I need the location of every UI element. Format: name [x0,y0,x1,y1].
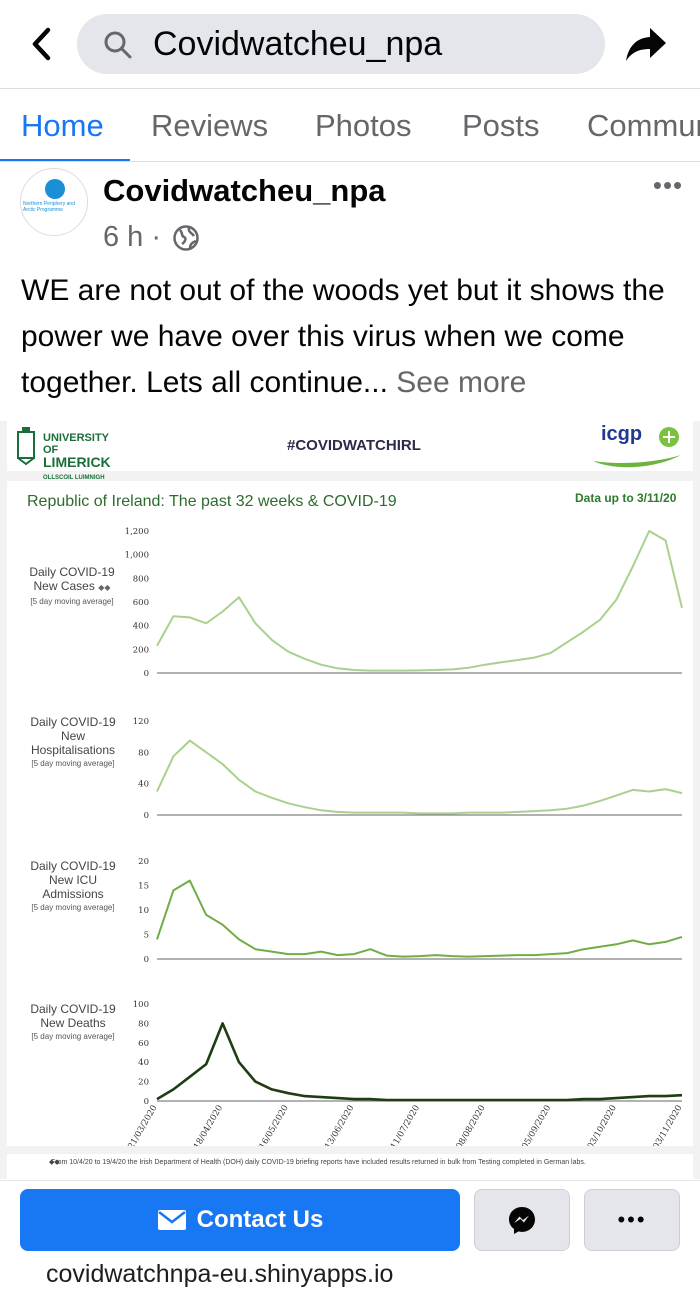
chart-0-series-line [156,530,683,672]
chart-xtick: 11/07/2020 [389,1104,422,1147]
icu-ylabel: Daily COVID-19 New ICU Admissions [5 day… [19,859,127,915]
npa-logo-icon [45,179,65,199]
icgp-swoosh [593,427,681,468]
envelope-icon [157,1210,186,1230]
deaths-ylabel-text: Daily COVID-19 New Deaths [30,1002,116,1030]
chart-2-ytick: 20 [138,857,149,867]
cases-ylabel-note: [5 day moving average] [30,597,114,606]
icgp-logo: icgp [585,421,687,469]
cases-marker: ◆◆ [98,583,111,592]
chart-panel: Republic of Ireland: The past 32 weeks &… [7,481,693,1146]
post-author[interactable]: Covidwatcheu_npa [103,173,386,208]
university-prefix: UNIVERSITY OF [43,432,109,456]
chart-date-note: Data up to 3/11/20 [575,491,677,505]
bottom-action-bar: Contact Us ••• covidwatchnpa-eu.shinyapp… [0,1180,700,1302]
contact-us-button[interactable]: Contact Us [20,1189,460,1251]
chart-0-ytick: 1,000 [125,551,149,561]
chart-xtick: 03/10/2020 [586,1104,619,1147]
cases-ylabel: Daily COVID-19 New Cases ◆◆ [5 day movin… [17,565,127,609]
active-tab-indicator [0,159,130,161]
search-query: Covidwatcheu_npa [153,25,443,63]
post-image[interactable]: UNIVERSITY OF LIMERICK OLLSCOIL LUIMNIGH… [0,421,700,1179]
chart-0-ytick: 0 [144,669,149,679]
messenger-button[interactable] [474,1189,570,1251]
chart-3-series-line [156,1022,683,1102]
chart-0-ytick: 800 [133,574,149,584]
avatar-logo-text: Northern Periphery and Arctic Programme [23,201,75,213]
post-time[interactable]: 6 h · [103,221,162,253]
chart-2-ytick: 0 [144,955,149,965]
chart-3-ytick: 0 [144,1097,149,1107]
chart-1-ytick: 0 [144,811,149,821]
icu-ylabel-note: [5 day moving average] [31,903,115,912]
contact-us-label: Contact Us [196,1206,324,1233]
post-body: WE are not out of the woods yet but it s… [21,274,665,399]
messenger-icon [509,1207,535,1234]
chart-xtick: 08/08/2020 [455,1104,488,1147]
chart-footnote: ◆◆ From 10/4/20 to 19/4/20 the Irish Dep… [7,1154,693,1179]
chart-2-ytick: 10 [138,906,149,916]
search-icon [104,31,132,59]
university-main: LIMERICK [43,454,111,470]
crest-icon [17,427,35,466]
footnote-marker: ◆◆ [49,1159,60,1166]
university-logo: UNIVERSITY OF LIMERICK OLLSCOIL LUIMNIGH [13,424,123,481]
chart-3-ytick: 20 [138,1078,149,1088]
avatar[interactable]: Northern Periphery and Arctic Programme [20,168,88,236]
globe-icon [173,225,199,251]
chart-2-ytick: 5 [144,931,149,941]
chart-xtick: 16/05/2020 [258,1104,291,1147]
chart-3-ytick: 40 [138,1058,149,1068]
chart-3-ytick: 100 [133,1000,149,1010]
tab-posts[interactable]: Posts [462,108,540,143]
hosp-ylabel: Daily COVID-19 New Hospitalisations [5 d… [19,715,127,771]
post-text: WE are not out of the woods yet but it s… [21,268,689,406]
chart-0-ytick: 400 [133,622,149,632]
chart-xtick: 18/04/2020 [192,1104,225,1147]
charts-svg: 02004006008001,0001,20004080120051015200… [125,527,685,1147]
chart-3-ytick: 60 [138,1039,149,1049]
university-irish: OLLSCOIL LUIMNIGH [43,475,105,481]
icu-ylabel-text: Daily COVID-19 New ICU Admissions [30,859,116,901]
chart-1-series-line [156,739,683,815]
hosp-ylabel-note: [5 day moving average] [31,759,115,768]
image-header: UNIVERSITY OF LIMERICK OLLSCOIL LUIMNIGH… [7,421,693,481]
see-more-link[interactable]: See more [396,366,527,399]
hashtag: #COVIDWATCHIRL [287,437,421,454]
chart-2-series-line [156,879,683,958]
chart-xtick: 21/03/2020 [126,1104,159,1147]
share-icon[interactable] [620,20,672,68]
chart-0-ytick: 1,200 [125,527,149,537]
tab-photos[interactable]: Photos [315,108,412,143]
hosp-ylabel-text: Daily COVID-19 New Hospitalisations [30,715,116,757]
icgp-logo-text: icgp [601,423,643,445]
chart-2-ytick: 15 [138,882,149,892]
tab-reviews[interactable]: Reviews [151,108,269,143]
chart-title: Republic of Ireland: The past 32 weeks &… [27,493,397,510]
cases-ylabel-text: Daily COVID-19 New Cases [29,565,115,593]
top-bar: Covidwatcheu_npa [0,0,700,88]
chart-1-ytick: 120 [133,717,149,727]
deaths-ylabel-note: [5 day moving average] [31,1032,115,1041]
chart-1-ytick: 80 [138,748,149,758]
post-more-icon[interactable]: ••• [652,170,684,200]
chart-1-ytick: 40 [138,780,149,790]
university-name: UNIVERSITY OF LIMERICK OLLSCOIL LUIMNIGH [43,432,123,484]
chart-xtick: 05/09/2020 [520,1104,553,1147]
more-options-button[interactable]: ••• [584,1189,680,1251]
footnote-text: From 10/4/20 to 19/4/20 the Irish Depart… [51,1159,586,1166]
chart-xtick: 13/06/2020 [323,1104,356,1147]
chart-0-ytick: 600 [133,598,149,608]
link-url[interactable]: covidwatchnpa-eu.shinyapps.io [46,1260,394,1288]
chart-0-ytick: 200 [133,645,149,655]
page-tabs: Home Reviews Photos Posts Community [0,88,700,162]
tab-home[interactable]: Home [21,108,104,143]
tab-community[interactable]: Community [587,108,700,143]
back-arrow-icon[interactable] [24,22,60,66]
chart-3-ytick: 80 [138,1019,149,1029]
deaths-ylabel: Daily COVID-19 New Deaths [5 day moving … [19,1002,127,1044]
search-input[interactable]: Covidwatcheu_npa [77,14,605,74]
chart-xtick: 03/11/2020 [651,1104,684,1147]
